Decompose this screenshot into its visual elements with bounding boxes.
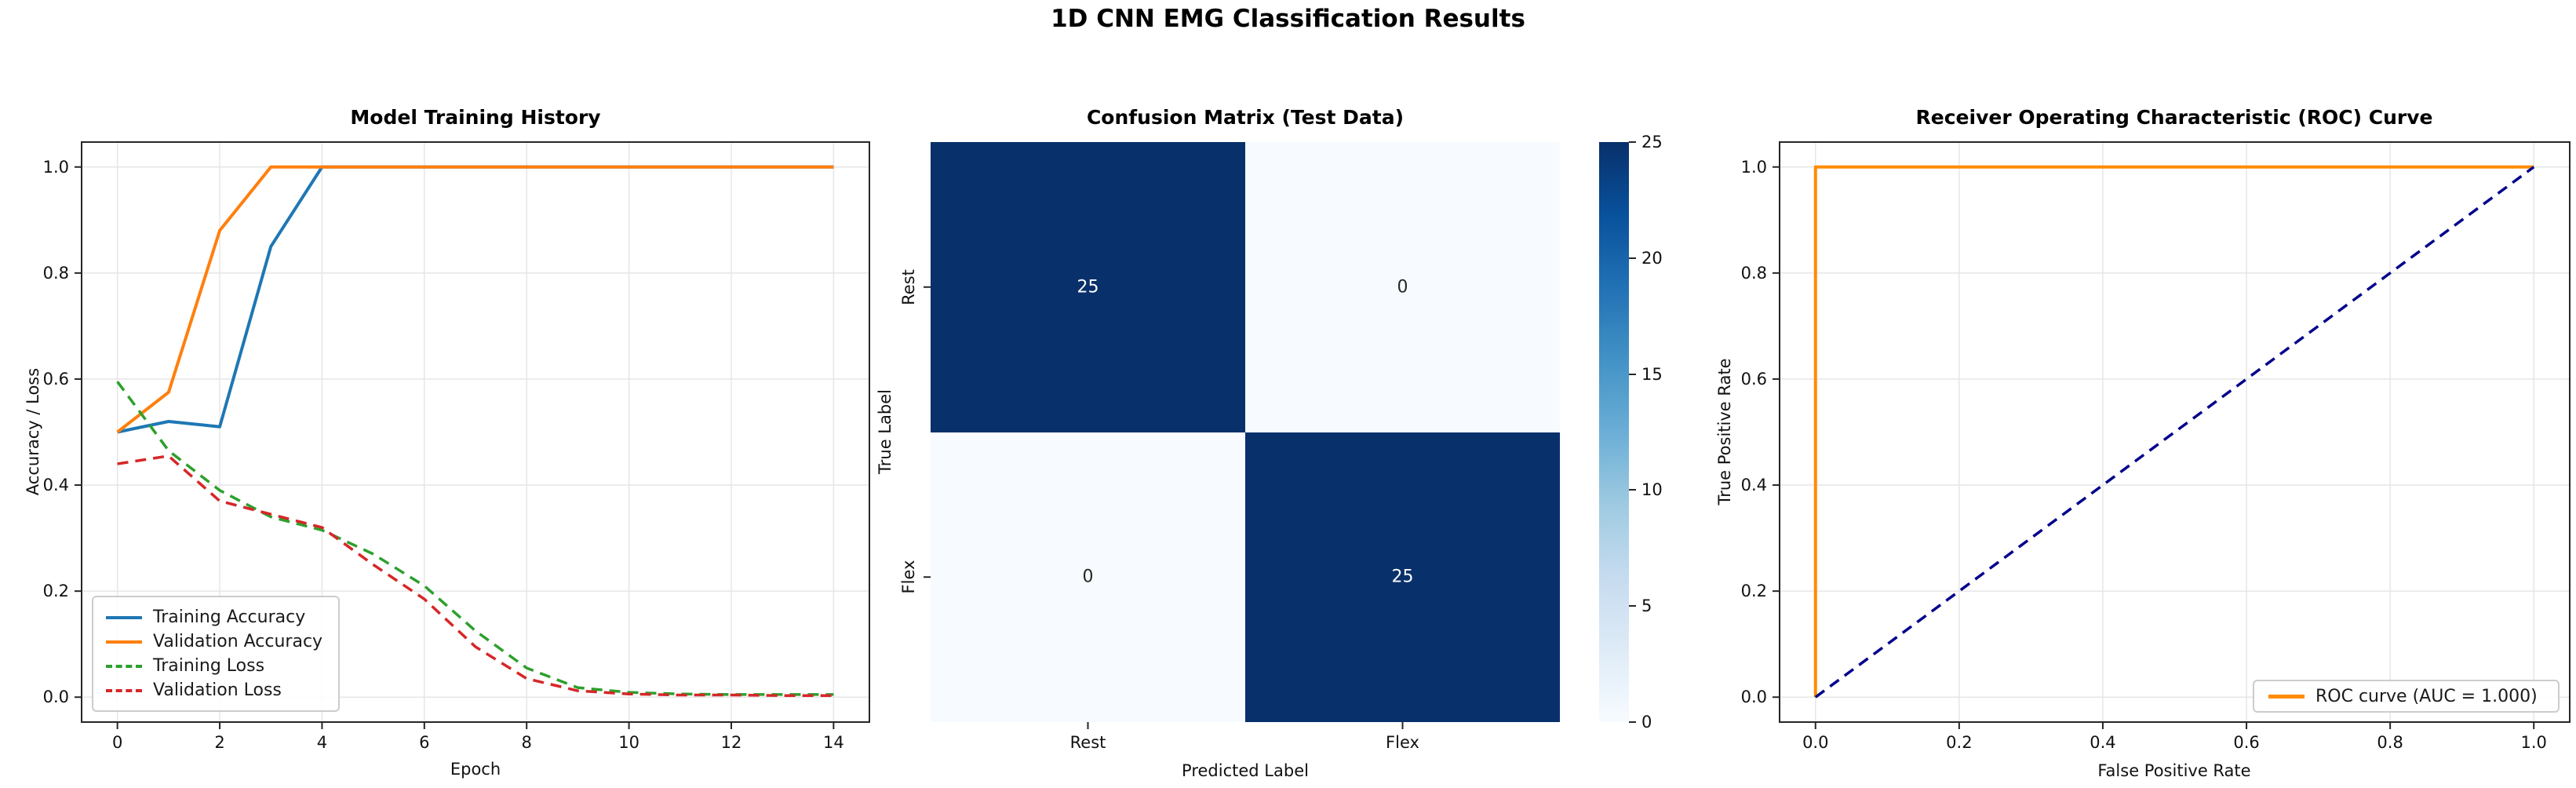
confusion-matrix-heatmap: 25 0 0 25 xyxy=(931,142,1560,722)
heatmap-cell-value: 25 xyxy=(1391,567,1414,587)
roc-title: Receiver Operating Characteristic (ROC) … xyxy=(1915,106,2433,129)
colorbar-tick xyxy=(1629,721,1636,723)
x-tick-label: 6 xyxy=(419,733,430,752)
roc-xlabel: False Positive Rate xyxy=(2097,761,2251,780)
y-tick-label: 0.6 xyxy=(1740,369,1767,389)
x-tick-label: 4 xyxy=(316,733,328,752)
colorbar-tick-label: 5 xyxy=(1641,596,1652,616)
heatmap-cell-Flex-Rest xyxy=(931,432,1245,722)
y-tick-label: 0.0 xyxy=(1740,688,1767,707)
x-tick-label: 12 xyxy=(720,733,742,752)
heatmap-cell-value: 0 xyxy=(1082,567,1094,587)
heatmap-cell-Rest-Rest xyxy=(931,142,1245,432)
colorbar-tick xyxy=(1629,605,1636,607)
confusion-matrix-title: Confusion Matrix (Test Data) xyxy=(1086,106,1405,129)
colorbar-tick-label: 0 xyxy=(1641,713,1652,731)
y-tick-label: 0.6 xyxy=(42,369,69,389)
colorbar xyxy=(1599,142,1629,722)
heatmap-cell-value: 25 xyxy=(1077,277,1099,297)
x-tick-label: 0.0 xyxy=(1802,733,1829,752)
y-tick-label: Rest xyxy=(899,268,918,305)
colorbar-tick-label: 25 xyxy=(1641,133,1663,151)
colorbar-tick xyxy=(1629,489,1636,491)
x-tick-label: 0.8 xyxy=(2377,733,2403,752)
x-tick-label: 8 xyxy=(521,733,532,752)
heatmap-cell-value: 0 xyxy=(1397,277,1408,297)
validation-loss-line-icon xyxy=(106,688,142,692)
legend-item-training-loss: Training Loss xyxy=(103,656,329,676)
validation-accuracy-line-icon xyxy=(106,640,142,644)
colorbar-tick xyxy=(1629,257,1636,259)
training-history-ylabel: Accuracy / Loss xyxy=(24,367,42,496)
confusion-matrix-xlabel: Predicted Label xyxy=(1182,761,1309,780)
legend-label: ROC curve (AUC = 1.000) xyxy=(2315,686,2538,706)
training-history-legend: Training Accuracy Validation Accuracy Tr… xyxy=(92,596,340,712)
y-tick-label: 0.0 xyxy=(42,688,69,707)
roc-plot xyxy=(1773,141,2571,729)
x-tick-label: 0 xyxy=(111,733,123,752)
legend-label: Validation Loss xyxy=(153,680,282,700)
training-accuracy-line-icon xyxy=(106,615,142,619)
legend-label: Validation Accuracy xyxy=(153,632,323,651)
y-tick-label: 0.4 xyxy=(1740,476,1767,495)
x-tick-label: 0.2 xyxy=(1946,733,1973,752)
y-tick-label: 0.4 xyxy=(42,476,69,495)
x-tick-label: 1.0 xyxy=(2520,733,2547,752)
legend-label: Training Accuracy xyxy=(153,607,306,627)
training-history-xlabel: Epoch xyxy=(450,760,501,779)
x-tick-label: 14 xyxy=(822,733,844,752)
y-tick-label: 1.0 xyxy=(42,157,69,177)
x-tick-label: 0.4 xyxy=(2090,733,2116,752)
roc-ylabel: True Positive Rate xyxy=(1715,358,1734,505)
heatmap-cell-Flex-Flex xyxy=(1245,432,1560,722)
y-tick-label: 0.8 xyxy=(1740,263,1767,283)
figure-suptitle: 1D CNN EMG Classification Results xyxy=(1051,5,1525,33)
heatmap-cell-Rest-Flex xyxy=(1245,142,1560,432)
legend-item-validation-accuracy: Validation Accuracy xyxy=(103,632,329,651)
y-tick-label: 0.2 xyxy=(1740,582,1767,601)
x-tick-label: 2 xyxy=(214,733,225,752)
legend-item-roc-curve: ROC curve (AUC = 1.000) xyxy=(2265,687,2547,706)
colorbar-tick-label: 10 xyxy=(1641,480,1663,500)
y-tick-label: 0.8 xyxy=(42,263,69,283)
x-tick-label: Rest xyxy=(1069,733,1106,752)
legend-item-validation-loss: Validation Loss xyxy=(103,680,329,700)
roc-curve-line-icon xyxy=(2268,694,2305,699)
colorbar-tick xyxy=(1629,373,1636,375)
legend-label: Training Loss xyxy=(153,656,265,676)
training-loss-line-icon xyxy=(106,664,142,668)
y-tick-label: 0.2 xyxy=(42,582,69,601)
x-tick-label: Flex xyxy=(1386,733,1419,752)
colorbar-tick-label: 15 xyxy=(1641,364,1663,384)
x-tick-label: 0.6 xyxy=(2233,733,2260,752)
legend-item-training-accuracy: Training Accuracy xyxy=(103,607,329,627)
x-tick-label: 10 xyxy=(618,733,639,752)
y-tick-label: Flex xyxy=(899,560,918,594)
roc-legend: ROC curve (AUC = 1.000) xyxy=(2253,680,2560,713)
y-tick-label: 1.0 xyxy=(1740,157,1767,177)
confusion-matrix-ylabel: True Label xyxy=(876,389,894,474)
training-history-title: Model Training History xyxy=(350,106,601,129)
colorbar-tick xyxy=(1629,141,1636,143)
colorbar-tick-label: 20 xyxy=(1641,248,1663,268)
confusion-matrix-ticks xyxy=(924,286,1404,729)
